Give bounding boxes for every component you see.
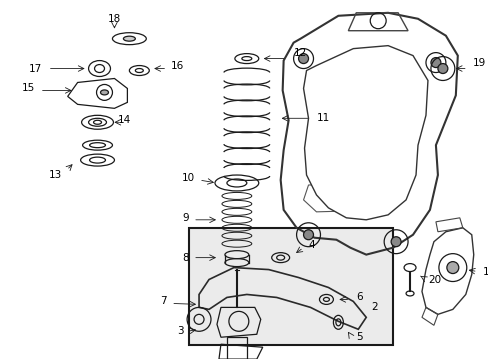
- Ellipse shape: [101, 90, 108, 95]
- Text: 17: 17: [28, 63, 41, 73]
- Text: 7: 7: [160, 296, 167, 306]
- Text: 5: 5: [356, 332, 362, 342]
- Text: 18: 18: [108, 14, 121, 24]
- Text: 20: 20: [427, 275, 440, 284]
- Text: 2: 2: [370, 302, 377, 312]
- Ellipse shape: [123, 36, 135, 41]
- Text: 19: 19: [472, 58, 485, 68]
- Text: 11: 11: [316, 113, 329, 123]
- Circle shape: [430, 58, 440, 68]
- Text: 1: 1: [482, 266, 488, 276]
- Circle shape: [437, 64, 447, 73]
- Circle shape: [446, 262, 458, 274]
- Bar: [226, 337, 246, 359]
- Text: 10: 10: [182, 173, 195, 183]
- Circle shape: [303, 230, 313, 240]
- Circle shape: [390, 237, 400, 247]
- Text: 9: 9: [182, 213, 189, 223]
- Text: 15: 15: [21, 84, 35, 94]
- Text: 6: 6: [356, 292, 362, 302]
- Text: 14: 14: [117, 115, 130, 125]
- Text: 3: 3: [177, 326, 184, 336]
- Bar: [189, 228, 392, 345]
- Text: 12: 12: [293, 48, 306, 58]
- Text: 4: 4: [308, 240, 314, 250]
- Text: 13: 13: [48, 170, 61, 180]
- Polygon shape: [303, 46, 427, 220]
- Text: 8: 8: [182, 253, 189, 263]
- Text: 16: 16: [171, 60, 184, 71]
- Circle shape: [298, 54, 308, 64]
